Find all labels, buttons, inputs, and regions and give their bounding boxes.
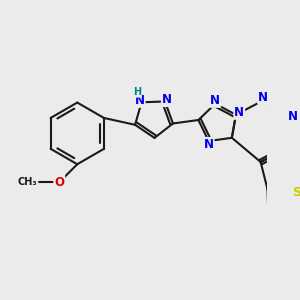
Text: H: H (133, 87, 141, 97)
Text: N: N (234, 106, 244, 119)
Text: O: O (54, 176, 64, 189)
Text: N: N (210, 94, 220, 107)
Text: N: N (135, 94, 145, 107)
Text: S: S (293, 186, 300, 199)
Text: N: N (204, 138, 214, 151)
Text: N: N (287, 110, 298, 123)
Text: N: N (162, 93, 172, 106)
Text: CH₃: CH₃ (17, 177, 37, 187)
Text: N: N (258, 91, 268, 103)
